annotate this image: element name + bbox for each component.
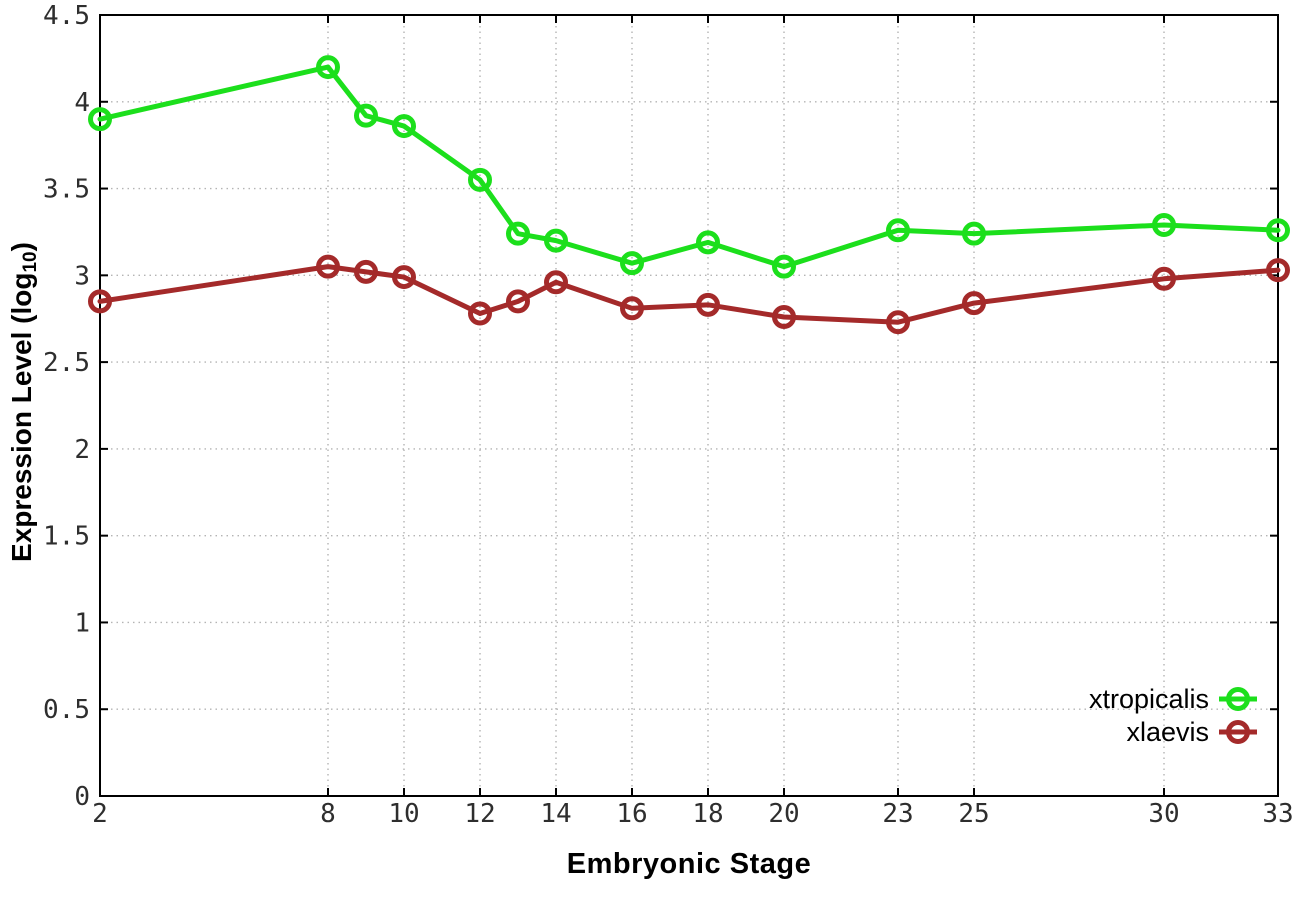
data-point-xlaevis	[544, 270, 568, 295]
data-point-xlaevis	[468, 301, 492, 326]
data-point-xlaevis	[1266, 258, 1290, 283]
data-point-xlaevis	[88, 289, 112, 314]
data-point-xlaevis	[392, 265, 416, 290]
data-point-xlaevis	[620, 296, 644, 321]
data-point-xtropicalis	[696, 230, 720, 255]
x-tick-label: 2	[92, 799, 108, 829]
y-tick-label: 0.5	[43, 695, 90, 725]
y-tick-label: 2.5	[43, 348, 90, 378]
data-point-xlaevis	[886, 310, 910, 335]
plot-border	[99, 14, 1279, 797]
series-line-xtropicalis	[97, 64, 1281, 270]
y-axis-title-close: )	[6, 242, 38, 252]
data-point-xtropicalis	[468, 167, 492, 192]
y-tick-label: 4	[74, 88, 90, 118]
x-tick-label: 33	[1262, 799, 1293, 829]
data-point-xtropicalis	[886, 218, 910, 243]
legend-label-xlaevis: xlaevis	[1126, 717, 1209, 747]
x-tick-label: 16	[616, 799, 647, 829]
x-tick-label: 23	[882, 799, 913, 829]
data-point-xlaevis	[316, 254, 340, 279]
data-point-xlaevis	[354, 259, 378, 284]
data-point-xtropicalis	[354, 103, 378, 128]
x-tick-label: 20	[768, 799, 799, 829]
data-point-xtropicalis	[88, 107, 112, 132]
data-point-xlaevis	[772, 304, 796, 329]
data-point-xtropicalis	[620, 251, 644, 276]
y-axis-title-subscript: 10	[19, 251, 41, 273]
y-tick-label: 3	[74, 261, 90, 291]
data-point-xtropicalis	[316, 55, 340, 80]
data-point-xtropicalis	[772, 254, 796, 279]
x-tick-label: 10	[388, 799, 419, 829]
data-point-xtropicalis	[962, 221, 986, 246]
y-tick-label: 0	[74, 782, 90, 812]
data-point-xlaevis	[696, 292, 720, 317]
y-tick-label: 1	[74, 608, 90, 638]
x-tick-label: 8	[320, 799, 336, 829]
x-axis-title: Embryonic Stage	[566, 848, 812, 880]
data-point-xtropicalis	[544, 228, 568, 253]
data-point-xlaevis	[962, 291, 986, 316]
legend-marker-xlaevis	[1219, 720, 1257, 744]
data-point-xlaevis	[506, 289, 530, 314]
y-axis-title-text: Expression Level (log	[6, 272, 38, 562]
series-line-xlaevis	[97, 264, 1281, 325]
data-point-xlaevis	[1152, 266, 1176, 291]
legend-marker-xtropicalis	[1219, 687, 1257, 711]
data-point-xtropicalis	[506, 221, 530, 246]
legend-entry-xtropicalis: xtropicalis	[1089, 684, 1258, 714]
y-tick-label: 1.5	[43, 522, 90, 552]
x-tick-label: 25	[958, 799, 989, 829]
x-tick-label: 12	[464, 799, 495, 829]
legend: xtropicalis xlaevis	[1089, 684, 1258, 747]
x-tick-label: 18	[692, 799, 723, 829]
y-tick-label: 2	[74, 435, 90, 465]
data-point-xtropicalis	[1266, 218, 1290, 243]
data-point-xtropicalis	[392, 114, 416, 139]
legend-entry-xlaevis: xlaevis	[1089, 717, 1258, 747]
y-tick-label: 4.5	[43, 1, 90, 31]
x-tick-label: 14	[540, 799, 571, 829]
legend-label-xtropicalis: xtropicalis	[1088, 684, 1209, 714]
y-axis-title: Expression Level (log10)	[6, 242, 42, 562]
y-tick-label: 3.5	[43, 175, 90, 205]
x-tick-label: 30	[1148, 799, 1179, 829]
data-point-xtropicalis	[1152, 213, 1176, 238]
